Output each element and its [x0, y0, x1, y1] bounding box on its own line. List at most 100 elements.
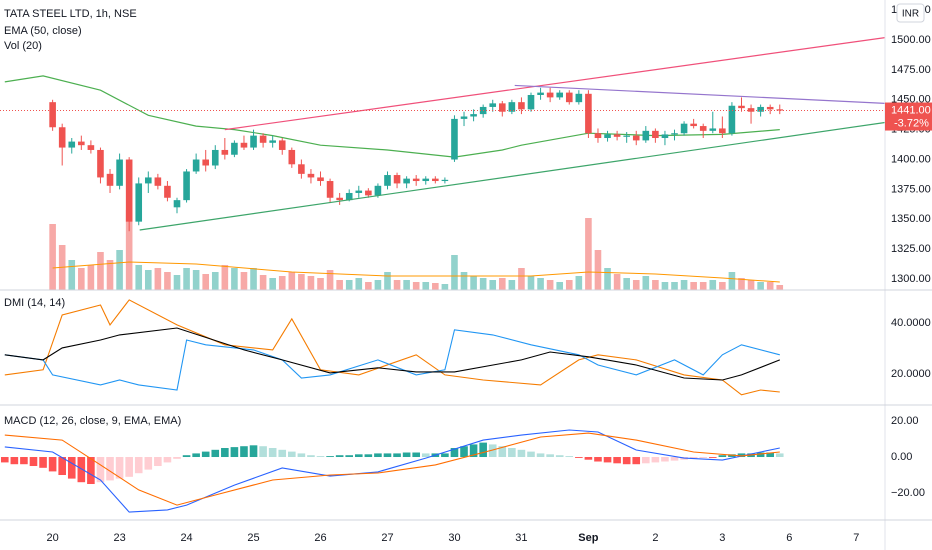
- candle-body: [546, 92, 554, 98]
- candle-body: [68, 141, 76, 148]
- y-tick-label: 1300.00: [891, 273, 931, 285]
- candle-body: [221, 149, 229, 155]
- volume-bar: [738, 278, 745, 290]
- histogram-bar: [393, 453, 401, 458]
- volume-bar: [374, 280, 382, 290]
- volume-bar: [585, 218, 592, 290]
- volume-bar: [757, 282, 764, 290]
- candle-body: [403, 178, 410, 184]
- volume-bar: [365, 282, 372, 290]
- macd-line: [4, 432, 780, 506]
- histogram-bar: [460, 446, 468, 458]
- volume-bar: [623, 278, 630, 290]
- histogram-bar: [221, 448, 229, 458]
- histogram-bar: [144, 457, 153, 470]
- volume-bar: [240, 272, 248, 290]
- histogram-bar: [87, 457, 95, 485]
- volume-bar: [202, 274, 210, 290]
- histogram-bar: [642, 457, 650, 464]
- candle-body: [498, 103, 506, 112]
- histogram-bar: [412, 452, 420, 458]
- candle-body: [384, 175, 391, 186]
- histogram-bar: [354, 454, 363, 458]
- histogram-bar: [115, 457, 124, 479]
- histogram-bar: [737, 453, 746, 458]
- histogram-bar: [575, 457, 583, 458]
- histogram-bar: [775, 453, 784, 458]
- volume-bar: [719, 282, 726, 290]
- candle-body: [422, 178, 430, 182]
- trend-line: [224, 37, 886, 131]
- candle-body: [575, 93, 583, 103]
- histogram-bar: [77, 457, 86, 483]
- volume-bar: [298, 274, 305, 290]
- histogram-bar: [527, 451, 535, 458]
- histogram-bar: [469, 444, 478, 458]
- histogram-bar: [689, 457, 698, 459]
- histogram-bar: [134, 457, 143, 474]
- candle-body: [202, 159, 210, 166]
- candle-body: [470, 114, 477, 117]
- candle-body: [345, 192, 353, 201]
- histogram-bar: [173, 457, 181, 459]
- candle-body: [326, 181, 334, 198]
- histogram-bar: [622, 457, 631, 465]
- candle-body: [432, 178, 439, 182]
- histogram-bar: [546, 454, 554, 458]
- histogram-bar: [182, 455, 191, 458]
- candle-body: [78, 141, 85, 146]
- volume-bar: [728, 272, 736, 290]
- candle-body: [632, 135, 640, 141]
- candle-body: [642, 130, 650, 141]
- candle-body: [192, 159, 200, 172]
- histogram-bar: [201, 451, 210, 458]
- candle-body: [49, 102, 56, 128]
- candle-body: [144, 177, 152, 184]
- volume-bar: [604, 268, 611, 290]
- volume-bar: [594, 250, 602, 290]
- candle-body: [365, 190, 372, 196]
- candle-body: [709, 128, 717, 131]
- candle-body: [451, 118, 458, 160]
- ema-legend: EMA (50, close): [4, 25, 82, 37]
- histogram-bar: [421, 453, 430, 458]
- currency-badge[interactable]: [896, 3, 925, 23]
- volume-bar: [776, 285, 784, 290]
- candle-body: [116, 159, 123, 186]
- histogram-bar: [163, 457, 172, 463]
- histogram-bar: [326, 456, 334, 458]
- candle-body: [565, 92, 573, 103]
- volume-bar: [422, 282, 430, 290]
- candle-body: [173, 200, 181, 208]
- volume-bar: [508, 280, 516, 290]
- indicator-line: [4, 329, 780, 391]
- volume-bar: [498, 278, 506, 290]
- candle-body: [317, 177, 324, 182]
- x-tick-label: 6: [786, 532, 792, 544]
- volume-bar: [766, 282, 774, 290]
- histogram-bar: [651, 457, 660, 463]
- candle-body: [307, 173, 315, 178]
- volume-bar: [565, 280, 573, 290]
- histogram-bar: [584, 457, 593, 460]
- candle-body: [747, 108, 755, 112]
- candle-body: [288, 149, 296, 165]
- volume-bar: [451, 255, 458, 290]
- last-price-box: [885, 102, 932, 131]
- x-tick-label: 23: [113, 532, 125, 544]
- currency-label[interactable]: INR: [902, 9, 919, 20]
- candle-body: [585, 93, 592, 134]
- x-tick-label: 30: [448, 532, 460, 544]
- histogram-bar: [307, 455, 315, 458]
- histogram-bar: [594, 457, 602, 462]
- volume-bar: [518, 268, 525, 290]
- candle-body: [613, 134, 621, 137]
- volume-bar: [192, 270, 200, 290]
- plot: [0, 37, 886, 513]
- x-tick-label: 31: [515, 532, 527, 544]
- change-label: -3.72%: [894, 117, 929, 129]
- volume-bar: [49, 224, 56, 290]
- volume-bar: [231, 268, 238, 290]
- volume-bar: [278, 276, 286, 290]
